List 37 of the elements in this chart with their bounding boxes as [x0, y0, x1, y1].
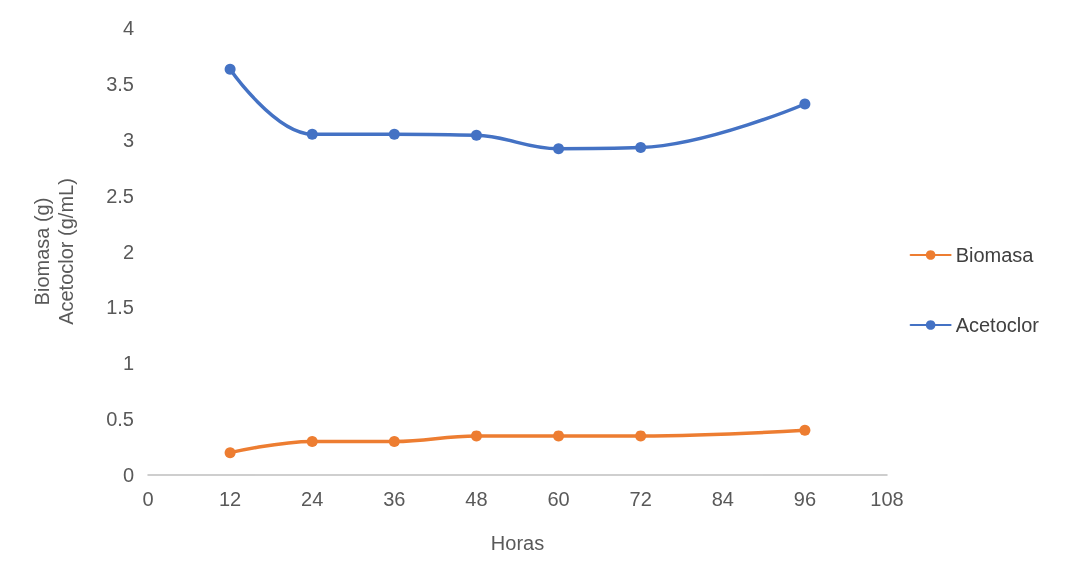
x-tick-label: 24 — [301, 488, 324, 510]
y-tick-label: 3.5 — [106, 72, 134, 95]
point — [799, 424, 811, 436]
x-axis-title: Horas — [490, 532, 545, 554]
x-tick-label: 36 — [383, 488, 406, 510]
x-tick-label: 96 — [793, 488, 817, 510]
point — [224, 63, 236, 75]
point — [306, 128, 318, 140]
y-tick-label: 3 — [122, 128, 134, 151]
x-tick-label: 60 — [547, 488, 570, 510]
legend-label: Acetoclor — [955, 314, 1040, 336]
point — [388, 435, 400, 447]
y-tick-label: 0 — [122, 464, 134, 486]
x-tick-label: 48 — [465, 488, 488, 510]
point — [635, 430, 647, 442]
y-tick-label: 1 — [122, 352, 134, 375]
point — [799, 98, 811, 110]
y-tick-label: 2 — [122, 240, 134, 263]
y-tick-label: 2.5 — [106, 184, 134, 207]
legend-label: Biomasa — [955, 244, 1035, 266]
x-tick-label: 12 — [218, 488, 242, 510]
x-tick-label: 0 — [142, 488, 154, 510]
point — [635, 142, 647, 154]
x-tick-label: 84 — [711, 488, 734, 510]
point — [388, 128, 400, 140]
point — [553, 143, 565, 155]
y-tick-label: 0.5 — [106, 408, 134, 431]
x-tick-label: 108 — [870, 488, 904, 510]
y-axis-title: Biomasa (g) Acetoclor (g/mL) — [31, 178, 77, 325]
point — [470, 129, 482, 141]
x-tick-label: 72 — [629, 488, 652, 510]
point — [224, 447, 236, 459]
y-tick-label: 4 — [122, 17, 134, 39]
y-tick-label: 1.5 — [106, 296, 134, 319]
point — [306, 435, 318, 447]
point — [470, 430, 482, 442]
point — [553, 430, 565, 442]
